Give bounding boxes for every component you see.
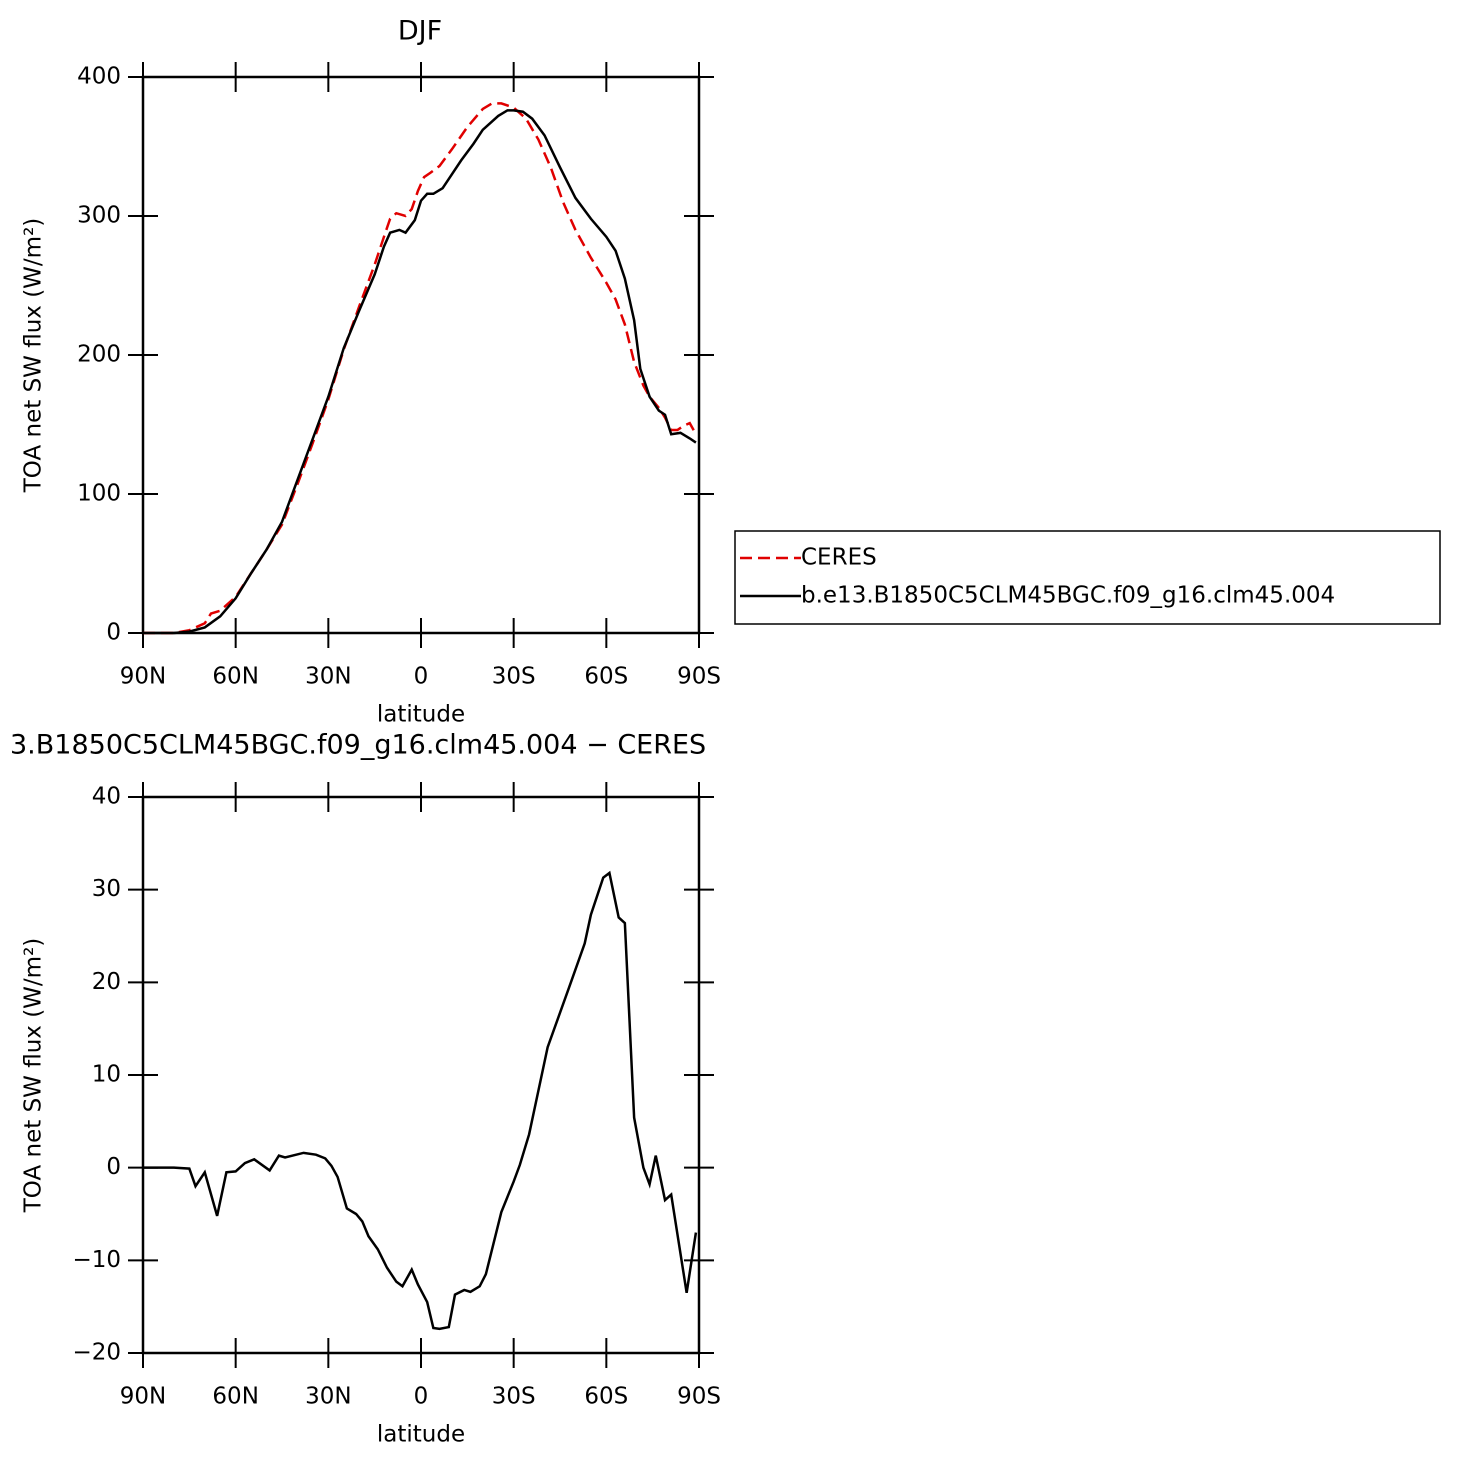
x-tick-label: 0 <box>414 664 429 690</box>
x-tick-label: 30S <box>492 664 536 690</box>
y-tick-label: 30 <box>92 876 121 902</box>
x-tick-label: 90S <box>677 1384 721 1410</box>
y-axis-label: TOA net SW flux (W/m²) <box>21 938 47 1214</box>
y-tick-label: 300 <box>77 203 121 229</box>
x-tick-label: 60N <box>212 664 258 690</box>
y-tick-label: 40 <box>92 784 121 810</box>
x-tick-label: 90N <box>120 664 166 690</box>
y-tick-label: 10 <box>92 1062 121 1088</box>
x-tick-label: 90S <box>677 664 721 690</box>
x-tick-label: 0 <box>414 1384 429 1410</box>
legend-label: b.e13.B1850C5CLM45BGC.f09_g16.clm45.004 <box>801 583 1335 609</box>
x-tick-label: 60N <box>212 1384 258 1410</box>
x-tick-label: 30N <box>305 664 351 690</box>
legend-box <box>734 530 1441 625</box>
y-tick-label: −20 <box>72 1340 121 1366</box>
plot-frame <box>141 75 701 635</box>
plot-frame <box>141 795 701 1355</box>
y-tick-label: 100 <box>77 481 121 507</box>
x-axis-label: latitude <box>377 702 465 728</box>
x-tick-label: 60S <box>584 1384 628 1410</box>
data-line <box>143 109 697 635</box>
y-tick-label: 0 <box>106 620 121 646</box>
x-tick-label: 60S <box>584 664 628 690</box>
x-tick-label: 30N <box>305 1384 351 1410</box>
x-tick-label: 30S <box>492 1384 536 1410</box>
x-axis-label: latitude <box>377 1422 465 1448</box>
y-tick-label: 400 <box>77 64 121 90</box>
data-line <box>143 870 698 1331</box>
y-axis-label: TOA net SW flux (W/m²) <box>21 218 47 494</box>
x-tick-label: 90N <box>120 1384 166 1410</box>
legend-label: CERES <box>801 545 877 571</box>
y-tick-label: 0 <box>106 1154 121 1180</box>
y-tick-label: −10 <box>72 1247 121 1273</box>
chart-title: 3.B1850C5CLM45BGC.f09_g16.clm45.004 − CE… <box>10 730 706 761</box>
chart-title: DJF <box>398 16 442 47</box>
y-tick-label: 200 <box>77 342 121 368</box>
data-line <box>143 102 698 635</box>
y-tick-label: 20 <box>92 969 121 995</box>
